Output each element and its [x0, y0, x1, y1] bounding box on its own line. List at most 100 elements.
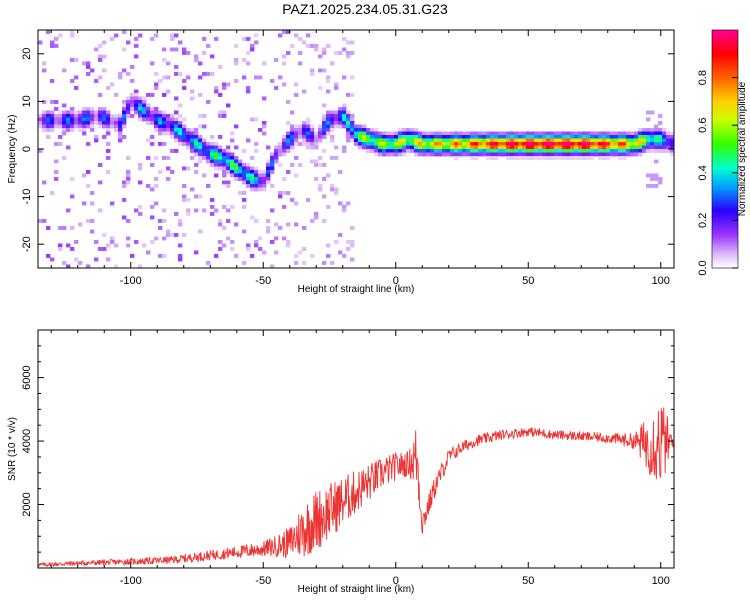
heatmap-cell	[146, 138, 151, 143]
heatmap-cell	[422, 131, 427, 136]
heatmap-cell	[442, 152, 447, 157]
heatmap-cell	[406, 131, 411, 136]
heatmap-cell	[82, 114, 87, 118]
heatmap-cell	[666, 149, 671, 153]
heatmap-cell	[174, 33, 179, 38]
heatmap-cell	[174, 233, 179, 237]
heatmap-cell	[326, 121, 331, 125]
heatmap-cell	[450, 142, 455, 146]
heatmap-cell	[338, 51, 343, 55]
heatmap-cell	[338, 201, 343, 206]
heatmap-cell	[238, 163, 243, 167]
heatmap-cell	[546, 142, 551, 146]
heatmap-cell	[646, 128, 651, 132]
heatmap-cell	[594, 152, 599, 157]
heatmap-cell	[430, 152, 435, 157]
heatmap-cell	[230, 205, 235, 209]
heatmap-cell	[650, 173, 655, 178]
heatmap-cell	[346, 135, 351, 139]
heatmap-cell	[74, 257, 79, 262]
heatmap-cell	[66, 121, 71, 125]
heatmap-cell	[350, 128, 355, 132]
heatmap-cell	[134, 208, 139, 213]
heatmap-cell	[490, 131, 495, 136]
heatmap-cell	[418, 145, 423, 150]
heatmap-cell	[294, 138, 299, 143]
heatmap-cell	[434, 152, 439, 157]
heatmap-cell	[570, 135, 575, 139]
heatmap-cell	[238, 177, 243, 181]
heatmap-cell	[646, 145, 651, 150]
heatmap-cell	[346, 110, 351, 115]
heatmap-cell	[274, 145, 279, 150]
heatmap-cell	[622, 152, 627, 157]
heatmap-cell	[150, 205, 155, 209]
heatmap-cell	[510, 149, 515, 153]
heatmap-cell	[130, 114, 135, 118]
heatmap-cell	[122, 107, 127, 111]
heatmap-cell	[350, 240, 355, 244]
snr-series-line	[37, 407, 675, 568]
heatmap-cell	[306, 128, 311, 132]
heatmap-cell	[62, 124, 67, 129]
heatmap-cell	[562, 131, 567, 136]
heatmap-cell	[50, 44, 55, 48]
heatmap-cell	[390, 135, 395, 139]
heatmap-cell	[46, 121, 51, 125]
heatmap-cell	[526, 145, 531, 150]
heatmap-cell	[166, 229, 171, 234]
heatmap-cell	[646, 184, 651, 188]
heatmap-cell	[662, 138, 667, 143]
heatmap-cell	[522, 135, 527, 139]
heatmap-cell	[402, 152, 407, 157]
heatmap-cell	[122, 110, 127, 115]
heatmap-cell	[182, 117, 187, 122]
heatmap-cell	[198, 156, 203, 160]
heatmap-cell	[558, 131, 563, 136]
heatmap-cell	[150, 135, 155, 139]
heatmap-cell	[222, 110, 227, 115]
heatmap-cell	[54, 117, 59, 122]
heatmap-cell	[94, 138, 99, 143]
heatmap-cell	[54, 114, 59, 118]
heatmap-cell	[106, 170, 111, 174]
heatmap-cell	[86, 121, 91, 125]
heatmap-cell	[630, 142, 635, 146]
heatmap-cell	[422, 138, 427, 143]
heatmap-cell	[630, 149, 635, 153]
heatmap-cell	[90, 110, 95, 115]
heatmap-cell	[354, 138, 359, 143]
heatmap-cell	[582, 142, 587, 146]
heatmap-cell	[530, 152, 535, 157]
heatmap-cell	[218, 163, 223, 167]
heatmap-cell	[210, 205, 215, 209]
heatmap-cell	[106, 117, 111, 122]
heatmap-cell	[278, 149, 283, 153]
heatmap-cell	[218, 156, 223, 160]
heatmap-cell	[142, 107, 147, 111]
heatmap-cell	[478, 138, 483, 143]
heatmap-cell	[322, 131, 327, 136]
heatmap-cell	[66, 128, 71, 132]
heatmap-cell	[86, 170, 91, 174]
heatmap-cell	[210, 135, 215, 139]
heatmap-cell	[358, 138, 363, 143]
heatmap-cell	[218, 222, 223, 227]
heatmap-cell	[146, 184, 151, 188]
heatmap-cell	[138, 212, 143, 216]
heatmap-cell	[310, 145, 315, 150]
heatmap-cell	[170, 117, 175, 122]
heatmap-cell	[198, 93, 203, 97]
heatmap-cell	[526, 152, 531, 157]
heatmap-cell	[178, 219, 183, 223]
heatmap-cell	[358, 142, 363, 146]
heatmap-cell	[542, 149, 547, 153]
heatmap-cell	[282, 135, 287, 139]
heatmap-cell	[462, 152, 467, 157]
heatmap-cell	[126, 100, 131, 104]
heatmap-cell	[266, 170, 271, 174]
heatmap-cell	[314, 138, 319, 143]
heatmap-cell	[70, 247, 75, 251]
heatmap-cell	[482, 145, 487, 150]
heatmap-cell	[314, 142, 319, 146]
